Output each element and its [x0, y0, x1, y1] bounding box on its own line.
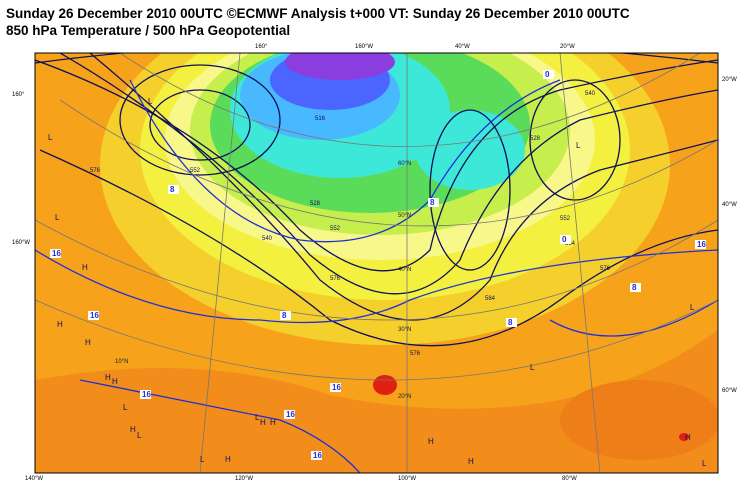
pressure-centre: H: [130, 425, 136, 434]
edge-label: 160°: [255, 44, 268, 50]
geopotential-label: 576: [90, 168, 101, 174]
pressure-centre: L: [200, 455, 205, 464]
temperature-label-box: [50, 249, 61, 258]
edge-label: 20°W: [560, 44, 575, 50]
pressure-centre: H: [428, 437, 434, 446]
graticule: [34, 52, 719, 474]
pressure-centre: L: [48, 133, 53, 142]
temperature-contours: [35, 79, 718, 473]
temperature-label-box: [280, 311, 291, 320]
temperature-label-box: [311, 451, 322, 460]
pressure-centre: H: [105, 373, 111, 382]
latitude-label: 30°N: [398, 327, 411, 333]
edge-label: 80°W: [562, 476, 577, 482]
temperature-label: 8: [508, 318, 513, 327]
map-frame: [34, 52, 719, 474]
pressure-centre: L: [690, 303, 695, 312]
temperature-label: 0: [562, 235, 567, 244]
temperature-label: 0: [545, 70, 550, 79]
pressure-centre: H: [57, 320, 63, 329]
geopotential-label: 576: [330, 276, 341, 282]
temperature-label: 16: [332, 383, 341, 392]
temperature-label: 8: [170, 185, 175, 194]
temperature-label-box: [428, 198, 439, 207]
pressure-centre: L: [702, 459, 707, 468]
pressure-centre: H: [112, 377, 118, 386]
temperature-label-box: [560, 235, 571, 244]
latitude-label: 50°N: [398, 213, 411, 219]
map-title: Sunday 26 December 2010 00UTC ©ECMWF Ana…: [6, 6, 630, 21]
pressure-centre: L: [123, 403, 128, 412]
temperature-label: 16: [142, 390, 151, 399]
pressure-centre: L: [530, 363, 535, 372]
temperature-label-box: [168, 185, 179, 194]
pressure-centre: H: [85, 338, 91, 347]
latitude-label: 20°N: [398, 394, 411, 400]
temperature-label: 16: [90, 311, 99, 320]
pressure-centre: H: [82, 263, 88, 272]
geopotential-label: 540: [262, 236, 273, 242]
geopotential-label: 528: [530, 136, 541, 142]
edge-label: 160°W: [355, 44, 373, 50]
temperature-label: 16: [313, 451, 322, 460]
temperature-label-box: [140, 390, 151, 399]
temperature-label-box: [695, 240, 706, 249]
pressure-centre: L: [55, 213, 60, 222]
temperature-label-box: [284, 410, 295, 419]
edge-label: 160°: [12, 92, 25, 98]
geopotential-label: 584: [485, 296, 496, 302]
edge-label: 40°W: [455, 44, 470, 50]
geopotential-label: 540: [585, 91, 596, 97]
pressure-centre: L: [576, 141, 581, 150]
geopotential-label: 576: [410, 351, 421, 357]
pressure-centre: H: [468, 457, 474, 466]
geopotential-label: 528: [310, 201, 321, 207]
temperature-label: 8: [632, 283, 637, 292]
geopotential-label: 516: [315, 116, 326, 122]
geopotential-label: 552: [560, 216, 571, 222]
temperature-label-box: [88, 311, 99, 320]
latitude-label: 10°N: [115, 359, 128, 365]
geopotential-label: 576: [600, 266, 611, 272]
temperature-label-box: [506, 318, 517, 327]
temperature-label-box: [543, 70, 554, 79]
edge-label: 160°W: [12, 240, 30, 246]
edge-label: 120°W: [235, 476, 253, 482]
edge-label: 140°W: [25, 476, 43, 482]
geopotential-label: 552: [190, 168, 201, 174]
geopotential-label: 552: [330, 226, 341, 232]
temperature-label: 8: [430, 198, 435, 207]
geopotential-contours: [35, 53, 718, 347]
temperature-label: 8: [282, 311, 287, 320]
latitude-label: 40°N: [398, 267, 411, 273]
pressure-centre: H: [225, 455, 231, 464]
temperature-label: 16: [52, 249, 61, 258]
pressure-centre: L: [137, 431, 142, 440]
edge-label: 40°W: [722, 202, 737, 208]
pressure-centre: H: [685, 433, 691, 442]
edge-label: 20°W: [722, 77, 737, 83]
temperature-label: 16: [286, 410, 295, 419]
pressure-centre: L: [148, 97, 153, 106]
map-subtitle: 850 hPa Temperature / 500 hPa Geopotenti…: [6, 23, 291, 38]
temperature-label-box: [330, 383, 341, 392]
pressure-centre: H: [270, 418, 276, 427]
pressure-centre: H: [260, 418, 266, 427]
pressure-centre: L: [255, 413, 260, 422]
latitude-label: 60°N: [398, 161, 411, 167]
edge-label: 100°W: [398, 476, 416, 482]
edge-label: 60°W: [722, 388, 737, 394]
temperature-label: 16: [697, 240, 706, 249]
temperature-label-box: [630, 283, 641, 292]
temperature-field: [35, 53, 718, 473]
